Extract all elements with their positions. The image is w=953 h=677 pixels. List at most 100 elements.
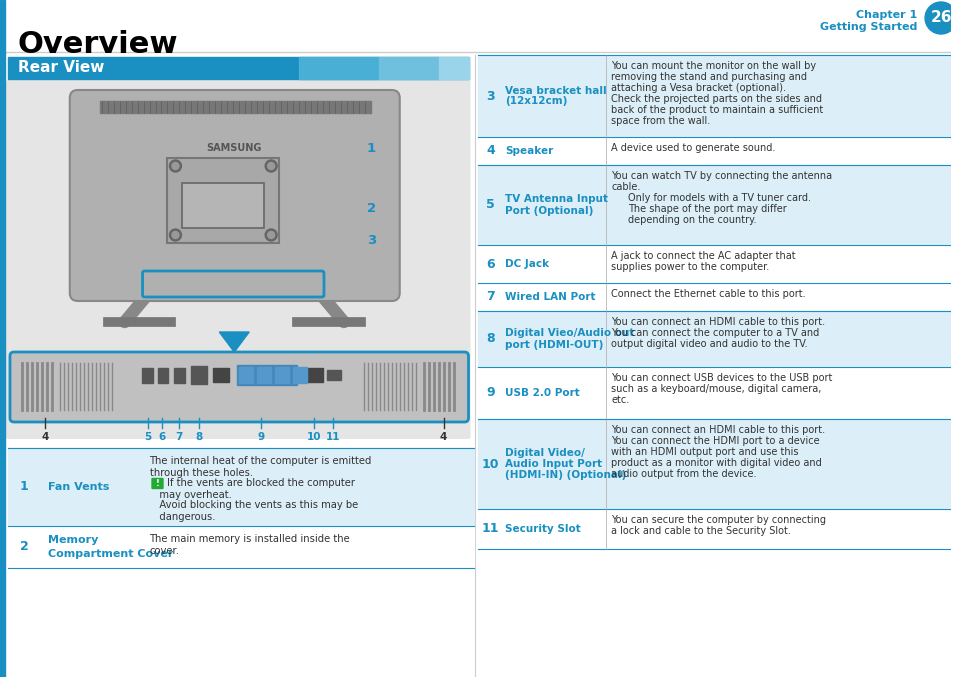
Text: SAMSUNG: SAMSUNG [207, 143, 262, 153]
Text: Check the projected parts on the sides and: Check the projected parts on the sides a… [611, 94, 821, 104]
Text: Only for models with a TV tuner card.: Only for models with a TV tuner card. [627, 193, 810, 203]
Bar [438, 57, 468, 79]
Text: 6: 6 [159, 432, 166, 442]
Text: Digital Vieo/Audio out: Digital Vieo/Audio out [505, 328, 634, 338]
Circle shape [924, 2, 953, 34]
Text: output digital video and audio to the TV.: output digital video and audio to the TV… [611, 339, 807, 349]
Bar [8, 57, 468, 79]
Text: such as a keyboard/mouse, digital camera,: such as a keyboard/mouse, digital camera… [611, 384, 821, 394]
Text: You can secure the computer by connecting: You can secure the computer by connectin… [611, 515, 825, 525]
Text: Audio Input Port: Audio Input Port [505, 459, 602, 469]
Text: with an HDMI output port and use this: with an HDMI output port and use this [611, 447, 798, 457]
Text: removing the stand and purchasing and: removing the stand and purchasing and [611, 72, 806, 82]
Bar [378, 57, 438, 79]
Text: 4: 4 [439, 432, 447, 442]
Bar [157, 368, 169, 383]
Bar [213, 368, 229, 382]
Text: 11: 11 [481, 523, 498, 536]
Circle shape [170, 229, 181, 241]
Text: a lock and cable to the Security Slot.: a lock and cable to the Security Slot. [611, 526, 790, 536]
Text: 10: 10 [307, 432, 321, 442]
Bar [478, 419, 950, 509]
Text: The shape of the port may differ: The shape of the port may differ [627, 204, 786, 214]
Bar [478, 245, 950, 283]
Text: Avoid blocking the vents as this may be: Avoid blocking the vents as this may be [150, 500, 357, 510]
Text: 9: 9 [257, 432, 265, 442]
Text: Vesa bracket hall: Vesa bracket hall [505, 85, 606, 95]
Text: Fan Vents: Fan Vents [48, 482, 109, 492]
Text: audio output from the device.: audio output from the device. [611, 469, 756, 479]
Text: through these holes.: through these holes. [150, 468, 253, 477]
Text: 1: 1 [367, 141, 375, 154]
Text: You can watch TV by connecting the antenna: You can watch TV by connecting the anten… [611, 171, 831, 181]
Text: Digital Video/: Digital Video/ [505, 448, 585, 458]
Text: 1: 1 [19, 481, 29, 494]
Text: Memory
Compartment Cover: Memory Compartment Cover [48, 536, 173, 559]
Text: You can connect an HDMI cable to this port.: You can connect an HDMI cable to this po… [611, 425, 824, 435]
Text: 7: 7 [175, 432, 183, 442]
Text: Speaker: Speaker [505, 146, 553, 156]
Circle shape [170, 160, 181, 172]
Text: You can connect USB devices to the USB port: You can connect USB devices to the USB p… [611, 373, 832, 383]
FancyBboxPatch shape [6, 80, 470, 439]
Text: dangerous.: dangerous. [150, 512, 214, 521]
Text: 8: 8 [486, 332, 495, 345]
Text: Chapter 1: Chapter 1 [855, 10, 916, 20]
Bar [327, 370, 340, 380]
Text: Getting Started: Getting Started [819, 22, 916, 32]
Text: 8: 8 [195, 432, 203, 442]
Text: back of the product to maintain a sufficient: back of the product to maintain a suffic… [611, 105, 822, 115]
Circle shape [265, 160, 276, 172]
Text: Wired LAN Port: Wired LAN Port [505, 292, 596, 302]
Bar [478, 137, 950, 165]
Bar [478, 311, 950, 367]
Text: 9: 9 [486, 387, 495, 399]
Text: space from the wall.: space from the wall. [611, 116, 710, 126]
Text: 2: 2 [367, 202, 375, 215]
Text: A device used to generate sound.: A device used to generate sound. [611, 143, 775, 153]
Text: product as a monitor with digital video and: product as a monitor with digital video … [611, 458, 821, 468]
FancyBboxPatch shape [152, 479, 163, 489]
Text: supplies power to the computer.: supplies power to the computer. [611, 262, 768, 272]
Text: etc.: etc. [611, 395, 629, 405]
Text: (HDMI-IN) (Optional): (HDMI-IN) (Optional) [505, 470, 626, 480]
Text: depending on the country.: depending on the country. [627, 215, 756, 225]
Bar [478, 55, 950, 137]
Text: may overheat.: may overheat. [150, 489, 232, 500]
Text: DC Jack: DC Jack [505, 259, 549, 269]
Text: 5: 5 [486, 198, 495, 211]
Text: (12x12cm): (12x12cm) [505, 97, 567, 106]
Text: 11: 11 [325, 432, 340, 442]
Text: 4: 4 [41, 432, 49, 442]
Text: The internal heat of the computer is emitted: The internal heat of the computer is emi… [150, 456, 372, 466]
Bar [478, 283, 950, 311]
Bar [99, 101, 371, 113]
Text: 6: 6 [486, 257, 495, 271]
FancyBboxPatch shape [10, 352, 468, 422]
Text: You can mount the monitor on the wall by: You can mount the monitor on the wall by [611, 61, 816, 71]
Bar [274, 367, 289, 383]
Text: 26: 26 [929, 11, 951, 26]
Text: 2: 2 [19, 540, 29, 554]
Text: TV Antenna Input: TV Antenna Input [505, 194, 608, 204]
Bar [237, 365, 296, 385]
Bar [8, 448, 473, 526]
Circle shape [172, 162, 179, 169]
Bar [0, 0, 5, 677]
Bar [307, 368, 323, 382]
Bar [174, 368, 185, 383]
Text: Port (Optional): Port (Optional) [505, 206, 593, 215]
Text: 3: 3 [367, 234, 375, 246]
Circle shape [172, 232, 179, 238]
Polygon shape [219, 332, 249, 352]
Text: attaching a Vesa bracket (optional).: attaching a Vesa bracket (optional). [611, 83, 785, 93]
Bar [168, 158, 279, 243]
Bar [257, 367, 271, 383]
Text: 5: 5 [144, 432, 151, 442]
Text: 7: 7 [486, 290, 495, 303]
Text: 10: 10 [481, 458, 498, 471]
Bar [478, 367, 950, 419]
Bar [239, 367, 253, 383]
Bar [298, 57, 378, 79]
Text: Security Slot: Security Slot [505, 524, 580, 534]
